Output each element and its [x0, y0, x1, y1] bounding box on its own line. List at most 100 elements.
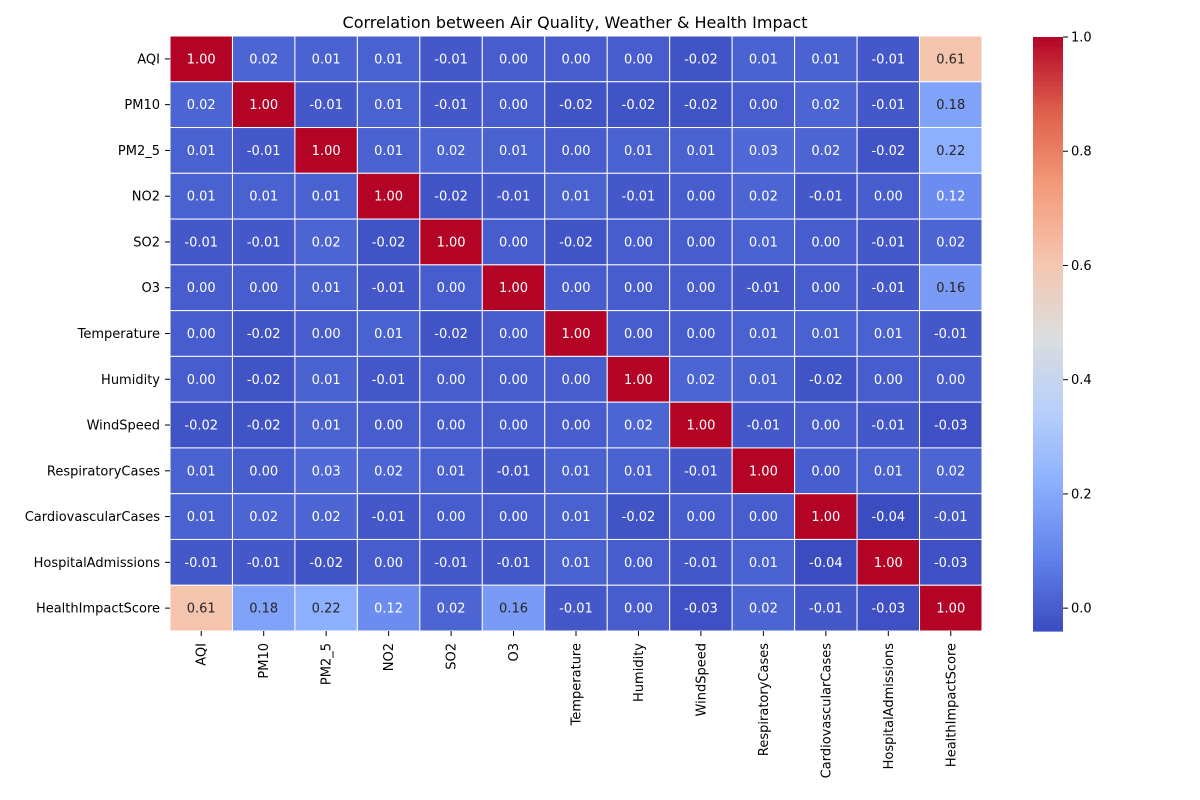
heatmap-cell [606, 35, 671, 83]
heatmap-cell [856, 447, 921, 495]
cell-value-label: 0.01 [374, 144, 403, 159]
heatmap-cell [606, 493, 671, 540]
cell-value-label: 0.01 [749, 373, 778, 388]
heatmap-cell [794, 401, 858, 449]
y-tick-label: RespiratoryCases [47, 464, 160, 479]
colorbar-segment [1033, 447, 1063, 454]
cell-value-label: 0.02 [374, 464, 403, 479]
heatmap-cell [669, 310, 733, 357]
cell-value-label: 0.00 [562, 281, 591, 296]
y-tick-label: NO2 [132, 190, 160, 205]
cell-value-label: -0.02 [871, 144, 905, 159]
cell-value-label: 0.00 [437, 281, 466, 296]
heatmap-cell [169, 584, 233, 632]
heatmap-cell [544, 355, 608, 403]
cell-value-label: -0.04 [809, 556, 843, 571]
heatmap-cell [919, 218, 983, 266]
colorbar-segment [1033, 338, 1063, 345]
heatmap-cell [231, 35, 296, 83]
heatmap-cell [669, 264, 733, 312]
y-tick-label: PM2_5 [118, 144, 160, 159]
cell-value-label: 0.00 [499, 235, 528, 250]
cell-value-label: 0.00 [749, 510, 778, 525]
cell-value-label: -0.01 [372, 281, 406, 296]
cell-value-label: 0.00 [499, 419, 528, 434]
cell-value-label: -0.01 [622, 190, 656, 205]
heatmap-cell [669, 447, 733, 495]
heatmap-cell [731, 127, 796, 174]
cell-value-label: -0.01 [247, 235, 281, 250]
heatmap-cell [169, 493, 233, 540]
heatmap-cell [419, 81, 483, 129]
colorbar-segment [1033, 477, 1063, 484]
heatmap-cell [419, 447, 483, 495]
cell-value-label: 0.22 [312, 602, 341, 617]
colorbar-segment [1033, 507, 1063, 513]
colorbar-segment [1033, 348, 1063, 355]
colorbar-segment [1033, 467, 1063, 474]
cell-value-label: -0.01 [871, 98, 905, 113]
colorbar-segment [1033, 314, 1063, 320]
colorbar-segment [1033, 324, 1063, 330]
colorbar-segment [1033, 591, 1063, 597]
colorbar-segment [1033, 512, 1063, 518]
colorbar-segment [1033, 294, 1063, 300]
cell-value-label: 0.02 [187, 98, 216, 113]
colorbar-segment [1033, 71, 1063, 78]
cell-value-label: 0.02 [686, 373, 715, 388]
heatmap-cell [731, 447, 796, 495]
heatmap-cell [419, 127, 483, 174]
cell-value-label: -0.02 [247, 419, 281, 434]
cell-value-label: 0.18 [936, 98, 965, 113]
heatmap-cell [169, 310, 233, 357]
cell-value-label: 0.00 [437, 373, 466, 388]
cell-value-label: 0.02 [249, 52, 278, 67]
heatmap-cell [231, 127, 296, 174]
colorbar-segment [1033, 299, 1063, 305]
heatmap-cell [731, 264, 796, 312]
colorbar-segment [1033, 91, 1063, 97]
colorbar-segment [1033, 165, 1063, 172]
colorbar-segment [1033, 61, 1063, 68]
cell-value-label: -0.02 [184, 419, 218, 434]
heatmap-cell [606, 172, 671, 220]
heatmap-cell [856, 218, 921, 266]
cell-value-label: 0.01 [374, 327, 403, 342]
heatmap-cell [544, 172, 608, 220]
cell-value-label: -0.01 [497, 464, 531, 479]
heatmap-cell [669, 355, 733, 403]
heatmap-cell [356, 355, 421, 403]
heatmap-cell [481, 355, 546, 403]
cell-value-label: -0.01 [934, 327, 968, 342]
colorbar-segment [1033, 279, 1063, 286]
cell-value-label: -0.02 [309, 556, 343, 571]
heatmap-cell [669, 493, 733, 540]
colorbar-segment [1033, 551, 1063, 558]
colorbar-segment [1033, 210, 1063, 216]
cell-value-label: 0.01 [312, 281, 341, 296]
colorbar-segment [1033, 566, 1063, 573]
cell-value-label: 0.02 [312, 510, 341, 525]
colorbar-segment [1033, 517, 1063, 523]
cell-value-label: -0.01 [684, 556, 718, 571]
cell-value-label: 0.00 [624, 235, 653, 250]
x-tick-label: O3 [507, 643, 522, 662]
cell-value-label: -0.01 [372, 373, 406, 388]
cell-value-label: -0.02 [622, 98, 656, 113]
heatmap-cell [731, 172, 796, 220]
heatmap-cell [856, 401, 921, 449]
cell-value-label: 0.01 [562, 464, 591, 479]
x-tick-label: AQI [195, 643, 210, 666]
cell-value-label: 0.01 [749, 556, 778, 571]
heatmap-cell [356, 401, 421, 449]
colorbar-segment [1033, 413, 1063, 419]
heatmap-cell [544, 447, 608, 495]
heatmap-cell [669, 401, 733, 449]
cell-value-label: 0.02 [811, 98, 840, 113]
colorbar-segment [1033, 626, 1063, 632]
x-tick-label: Humidity [632, 643, 647, 702]
cell-value-label: 0.00 [624, 52, 653, 67]
colorbar-segment [1033, 41, 1063, 48]
cell-value-label: 0.00 [562, 144, 591, 159]
cell-value-label: -0.01 [434, 556, 468, 571]
